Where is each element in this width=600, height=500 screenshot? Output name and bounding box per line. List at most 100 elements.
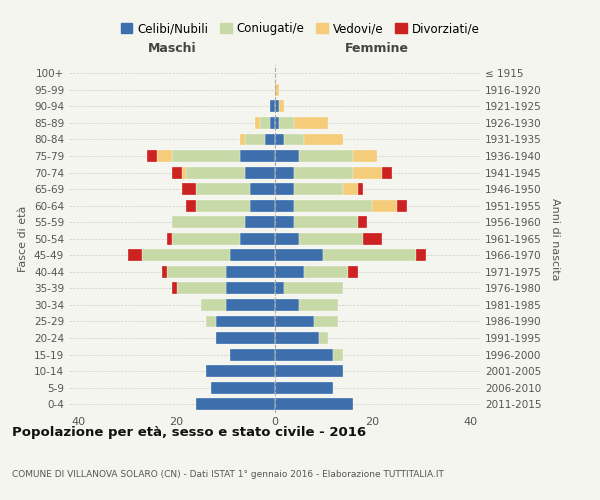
Bar bbox=[275, 100, 280, 112]
Bar bbox=[299, 299, 338, 311]
Bar bbox=[382, 166, 392, 178]
Bar bbox=[182, 166, 187, 178]
Bar bbox=[157, 150, 172, 162]
Bar bbox=[280, 100, 284, 112]
Bar bbox=[245, 166, 275, 178]
Bar bbox=[362, 233, 382, 244]
Bar bbox=[216, 332, 275, 344]
Bar bbox=[182, 183, 196, 195]
Bar bbox=[275, 117, 280, 129]
Bar bbox=[269, 100, 275, 112]
Bar bbox=[319, 332, 328, 344]
Y-axis label: Fasce di età: Fasce di età bbox=[19, 206, 28, 272]
Bar bbox=[275, 398, 353, 410]
Bar bbox=[299, 233, 362, 244]
Bar bbox=[226, 266, 275, 278]
Bar bbox=[275, 382, 333, 394]
Bar bbox=[275, 348, 333, 360]
Bar bbox=[162, 266, 167, 278]
Bar bbox=[275, 200, 294, 211]
Bar bbox=[280, 117, 294, 129]
Bar bbox=[397, 200, 407, 211]
Bar bbox=[196, 398, 275, 410]
Text: Popolazione per età, sesso e stato civile - 2016: Popolazione per età, sesso e stato civil… bbox=[12, 426, 366, 440]
Bar bbox=[176, 282, 226, 294]
Bar bbox=[245, 216, 275, 228]
Bar bbox=[265, 134, 275, 145]
Bar bbox=[240, 233, 275, 244]
Bar bbox=[304, 134, 343, 145]
Bar bbox=[172, 166, 182, 178]
Bar bbox=[275, 332, 319, 344]
Y-axis label: Anni di nascita: Anni di nascita bbox=[550, 198, 560, 280]
Bar bbox=[172, 150, 240, 162]
Bar bbox=[196, 200, 250, 211]
Bar bbox=[294, 166, 353, 178]
Bar bbox=[343, 183, 358, 195]
Bar bbox=[353, 150, 377, 162]
Bar bbox=[275, 266, 304, 278]
Bar bbox=[250, 200, 275, 211]
Bar bbox=[206, 316, 216, 328]
Bar bbox=[167, 266, 226, 278]
Bar bbox=[275, 166, 294, 178]
Bar bbox=[172, 282, 176, 294]
Bar bbox=[284, 134, 304, 145]
Bar bbox=[314, 316, 338, 328]
Bar bbox=[275, 150, 299, 162]
Bar bbox=[269, 117, 275, 129]
Bar bbox=[275, 250, 323, 262]
Bar bbox=[294, 216, 358, 228]
Bar bbox=[206, 365, 275, 377]
Text: Maschi: Maschi bbox=[148, 42, 196, 54]
Bar bbox=[353, 166, 382, 178]
Legend: Celibi/Nubili, Coniugati/e, Vedovi/e, Divorziati/e: Celibi/Nubili, Coniugati/e, Vedovi/e, Di… bbox=[121, 22, 479, 35]
Bar bbox=[250, 183, 275, 195]
Bar bbox=[240, 134, 245, 145]
Bar bbox=[358, 216, 367, 228]
Bar bbox=[172, 216, 245, 228]
Bar bbox=[275, 216, 294, 228]
Bar bbox=[275, 84, 280, 96]
Bar bbox=[333, 348, 343, 360]
Bar bbox=[147, 150, 157, 162]
Bar bbox=[373, 200, 397, 211]
Text: Femmine: Femmine bbox=[345, 42, 409, 54]
Bar bbox=[323, 250, 416, 262]
Bar bbox=[294, 200, 373, 211]
Bar bbox=[201, 299, 226, 311]
Bar bbox=[226, 299, 275, 311]
Bar bbox=[416, 250, 426, 262]
Bar bbox=[211, 382, 275, 394]
Bar bbox=[245, 134, 265, 145]
Bar bbox=[260, 117, 269, 129]
Bar bbox=[128, 250, 142, 262]
Bar bbox=[284, 282, 343, 294]
Bar bbox=[230, 348, 275, 360]
Bar bbox=[275, 183, 294, 195]
Bar bbox=[275, 282, 284, 294]
Bar bbox=[304, 266, 348, 278]
Bar bbox=[348, 266, 358, 278]
Bar bbox=[294, 117, 328, 129]
Bar bbox=[275, 299, 299, 311]
Text: COMUNE DI VILLANOVA SOLARO (CN) - Dati ISTAT 1° gennaio 2016 - Elaborazione TUTT: COMUNE DI VILLANOVA SOLARO (CN) - Dati I… bbox=[12, 470, 444, 478]
Bar bbox=[167, 233, 172, 244]
Bar bbox=[358, 183, 362, 195]
Bar bbox=[275, 233, 299, 244]
Bar bbox=[275, 134, 284, 145]
Bar bbox=[255, 117, 260, 129]
Bar bbox=[226, 282, 275, 294]
Bar bbox=[172, 233, 240, 244]
Bar bbox=[142, 250, 230, 262]
Bar bbox=[240, 150, 275, 162]
Bar bbox=[299, 150, 353, 162]
Bar bbox=[216, 316, 275, 328]
Bar bbox=[294, 183, 343, 195]
Bar bbox=[187, 200, 196, 211]
Bar bbox=[275, 316, 314, 328]
Bar bbox=[275, 365, 343, 377]
Bar bbox=[230, 250, 275, 262]
Bar bbox=[196, 183, 250, 195]
Bar bbox=[187, 166, 245, 178]
